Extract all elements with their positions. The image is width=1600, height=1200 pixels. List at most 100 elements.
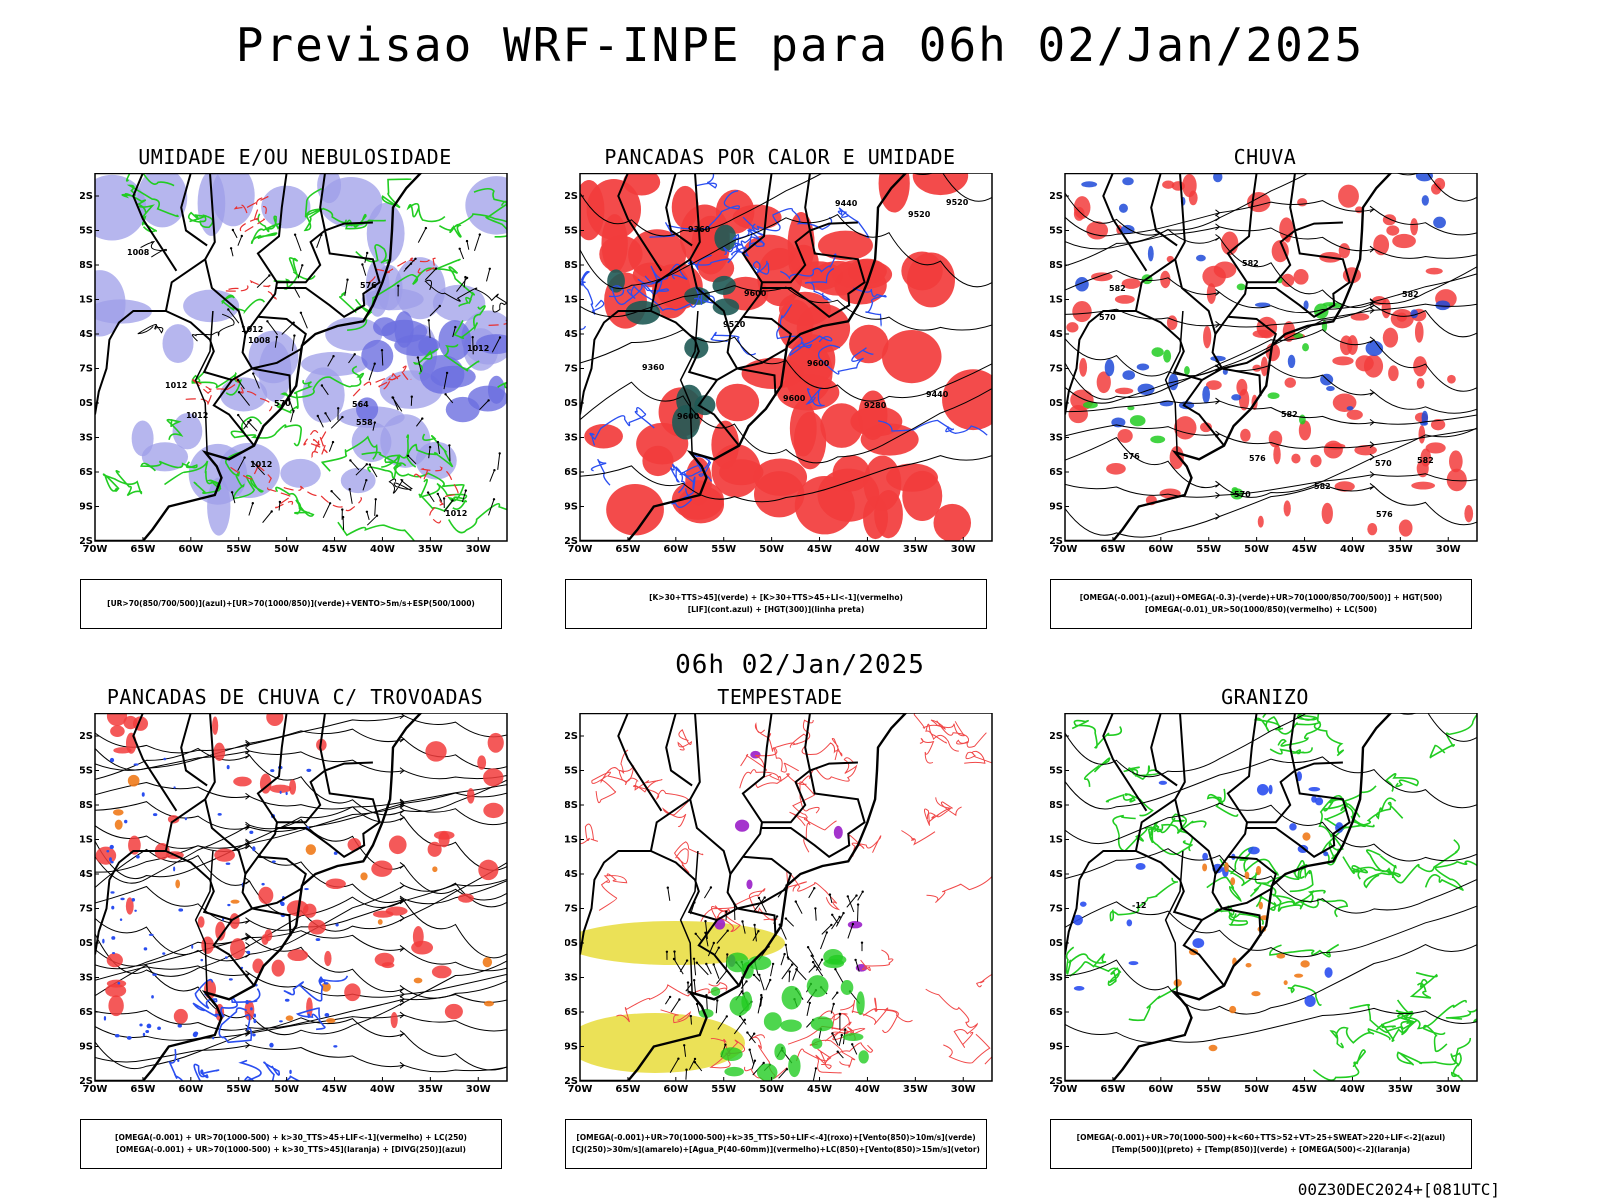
lat-label: 39S [80, 502, 93, 513]
streamline [1065, 944, 1477, 1015]
contour-label: 582 [1242, 259, 1259, 268]
shaded-area [1236, 283, 1246, 291]
shaded-area [102, 938, 105, 944]
shaded-area [933, 503, 972, 541]
wind-vector-head [814, 1067, 818, 1070]
lat-label: 30S [1050, 938, 1063, 949]
shaded-area [131, 897, 136, 902]
wind-vector-head [373, 421, 376, 424]
panel-title: UMIDADE E/OU NEBULOSIDADE [138, 145, 452, 169]
wind-vector [300, 312, 308, 329]
state-border [204, 713, 255, 987]
shaded-area [1122, 177, 1134, 186]
wind-vector-head [836, 1050, 839, 1053]
wind-vector-head [410, 395, 413, 398]
contour-line [804, 267, 835, 301]
shaded-area [856, 991, 865, 1016]
wind-vector [674, 951, 676, 961]
contour-label: 582 [1314, 482, 1331, 491]
contour-label: 582 [1281, 410, 1298, 419]
lon-label: 30W [466, 1084, 491, 1095]
wind-vector [232, 229, 238, 239]
wind-vector-head [237, 391, 241, 394]
shaded-area [137, 173, 188, 228]
lat-label: 30S [1050, 398, 1063, 409]
wind-vector [739, 1015, 747, 1025]
shaded-area [1224, 862, 1229, 873]
contour-label: 570 [1375, 459, 1392, 468]
contour-label: 9440 [835, 199, 858, 208]
wind-vector [780, 953, 786, 966]
contour-line [1148, 817, 1193, 856]
contour-line [722, 223, 765, 257]
shaded-area [152, 973, 158, 976]
state-border [1102, 713, 1148, 812]
shaded-area [1283, 980, 1288, 986]
shaded-area [230, 899, 240, 904]
wind-vector-head [724, 1043, 727, 1046]
contour-line [1384, 773, 1419, 792]
panel-title: PANCADAS DE CHUVA C/ TROVOADAS [106, 685, 484, 709]
shaded-area [306, 997, 313, 1018]
shaded-area [356, 397, 379, 422]
wind-vector [325, 413, 332, 423]
contour-line [752, 260, 770, 275]
wind-vector [248, 421, 258, 432]
contour-line [1352, 866, 1401, 889]
wind-vector-head [375, 514, 379, 517]
contour-label: 570 [274, 399, 291, 408]
shaded-area [148, 933, 154, 936]
contour-label: 1012 [445, 509, 467, 518]
wind-vector-head [361, 263, 364, 266]
wind-vector [274, 336, 278, 348]
wind-vector-head [753, 1032, 756, 1035]
state-border [180, 173, 208, 247]
wind-vector-head [498, 452, 501, 455]
state-border [251, 855, 307, 937]
shaded-area [139, 1023, 143, 1027]
lat-label: 36S [1050, 467, 1063, 478]
contour-line [418, 478, 468, 512]
shaded-area [1210, 355, 1226, 362]
wind-vector-head [249, 419, 252, 422]
shaded-area [125, 897, 134, 915]
wind-vector [685, 983, 692, 992]
legend-line: [K>30+TTS>45](verde) + [K>30+TTS>45+LI<-… [649, 593, 903, 602]
shaded-area [711, 444, 761, 498]
river [1164, 310, 1184, 453]
wind-vector-head [436, 440, 440, 444]
lon-label: 65W [130, 1084, 155, 1095]
shaded-area [1425, 442, 1446, 454]
contour-line [598, 873, 628, 911]
shaded-area [227, 903, 231, 907]
legend-line: [OMEGA(-0.001)-(azul)+OMEGA(-0.3)-(verde… [1079, 593, 1443, 602]
wind-vector-head [741, 920, 744, 923]
shaded-area [1120, 224, 1135, 235]
contour-line [406, 433, 454, 468]
contour-line [238, 1059, 262, 1081]
wind-vector [267, 320, 278, 336]
wind-vector [443, 372, 448, 390]
shaded-area [270, 769, 275, 773]
contour-line [1409, 971, 1438, 999]
wind-vector [846, 895, 857, 908]
shaded-area [217, 813, 222, 816]
contour-line [303, 187, 347, 232]
shaded-area [901, 251, 943, 291]
shaded-area [120, 897, 125, 901]
wind-vector [806, 1002, 811, 1017]
wind-vector [288, 399, 295, 414]
wind-vector-head [831, 1032, 834, 1035]
wind-vector [760, 997, 763, 1007]
map-svg: 9600 9600 9600 9600 9520 9520 9520 9440 9440 9360… [565, 173, 993, 555]
shaded-area [109, 757, 115, 763]
shaded-area [1150, 435, 1166, 444]
legend-line: [OMEGA(-0.001) + UR>70(1000-500) + k>30_… [115, 1133, 467, 1142]
legend-line: [OMEGA(-0.01)_UR>50(1000/850)(vermelho) … [1144, 605, 1378, 614]
state-border [251, 315, 307, 397]
shaded-area [445, 396, 480, 423]
shaded-area [1200, 422, 1212, 433]
wind-vector-head [498, 336, 502, 339]
wind-vector [417, 227, 427, 243]
shaded-area [344, 983, 361, 1002]
